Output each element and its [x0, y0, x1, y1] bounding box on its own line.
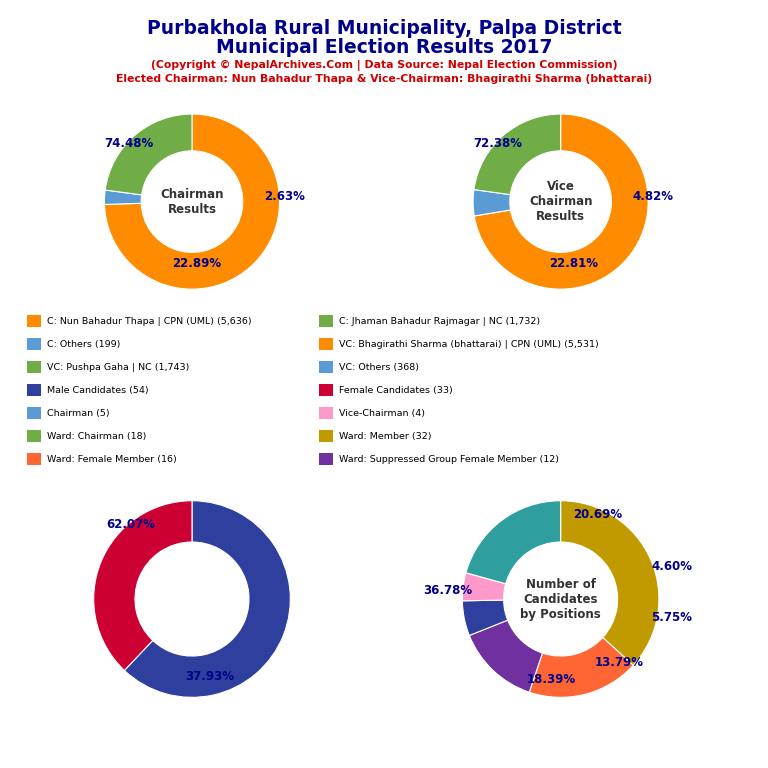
Wedge shape — [561, 501, 659, 665]
Text: Male Candidates (54): Male Candidates (54) — [47, 386, 148, 395]
Text: 74.48%: 74.48% — [104, 137, 154, 151]
Text: 2.63%: 2.63% — [263, 190, 305, 203]
Text: Chairman
Results: Chairman Results — [161, 187, 223, 216]
Text: 13.79%: 13.79% — [595, 656, 644, 669]
Text: VC: Bhagirathi Sharma (bhattarai) | CPN (UML) (5,531): VC: Bhagirathi Sharma (bhattarai) | CPN … — [339, 339, 598, 349]
Wedge shape — [474, 114, 561, 194]
Wedge shape — [469, 621, 542, 692]
Text: 37.93%: 37.93% — [185, 670, 234, 683]
Text: 22.81%: 22.81% — [549, 257, 598, 270]
Text: Ward: Chairman (18): Ward: Chairman (18) — [47, 432, 146, 441]
Wedge shape — [462, 573, 505, 601]
Text: VC: Others (368): VC: Others (368) — [339, 362, 419, 372]
Text: Vice
Chairman
Results: Vice Chairman Results — [529, 180, 592, 223]
Text: C: Others (199): C: Others (199) — [47, 339, 121, 349]
Wedge shape — [104, 114, 280, 289]
Wedge shape — [94, 501, 192, 670]
Text: Vice-Chairman (4): Vice-Chairman (4) — [339, 409, 425, 418]
Text: C: Jhaman Bahadur Rajmagar | NC (1,732): C: Jhaman Bahadur Rajmagar | NC (1,732) — [339, 316, 540, 326]
Text: Chairman (5): Chairman (5) — [47, 409, 110, 418]
Text: 18.39%: 18.39% — [526, 673, 575, 686]
Text: 4.82%: 4.82% — [632, 190, 674, 203]
Text: 5.75%: 5.75% — [651, 611, 692, 624]
Wedge shape — [104, 190, 141, 204]
Text: Female Candidates (33): Female Candidates (33) — [339, 386, 452, 395]
Text: Ward: Member (32): Ward: Member (32) — [339, 432, 431, 441]
Wedge shape — [529, 637, 634, 697]
Text: Number of
Candidates
by Gender: Number of Candidates by Gender — [154, 578, 230, 621]
Text: Municipal Election Results 2017: Municipal Election Results 2017 — [216, 38, 552, 58]
Text: Elected Chairman: Nun Bahadur Thapa & Vice-Chairman: Bhagirathi Sharma (bhattara: Elected Chairman: Nun Bahadur Thapa & Vi… — [116, 74, 652, 84]
Text: 20.69%: 20.69% — [574, 508, 623, 521]
Text: 62.07%: 62.07% — [107, 518, 156, 531]
Wedge shape — [105, 114, 192, 195]
Wedge shape — [473, 190, 511, 216]
Text: Ward: Female Member (16): Ward: Female Member (16) — [47, 455, 177, 464]
Text: 36.78%: 36.78% — [423, 584, 472, 598]
Text: 72.38%: 72.38% — [473, 137, 522, 151]
Text: 22.89%: 22.89% — [172, 257, 221, 270]
Wedge shape — [124, 501, 290, 697]
Wedge shape — [475, 114, 648, 289]
Text: Ward: Suppressed Group Female Member (12): Ward: Suppressed Group Female Member (12… — [339, 455, 558, 464]
Wedge shape — [466, 501, 561, 584]
Text: Number of
Candidates
by Positions: Number of Candidates by Positions — [520, 578, 601, 621]
Wedge shape — [462, 600, 508, 635]
Text: Purbakhola Rural Municipality, Palpa District: Purbakhola Rural Municipality, Palpa Dis… — [147, 19, 621, 38]
Text: VC: Pushpa Gaha | NC (1,743): VC: Pushpa Gaha | NC (1,743) — [47, 362, 189, 372]
Text: C: Nun Bahadur Thapa | CPN (UML) (5,636): C: Nun Bahadur Thapa | CPN (UML) (5,636) — [47, 316, 251, 326]
Text: (Copyright © NepalArchives.Com | Data Source: Nepal Election Commission): (Copyright © NepalArchives.Com | Data So… — [151, 60, 617, 71]
Text: 4.60%: 4.60% — [651, 560, 692, 573]
